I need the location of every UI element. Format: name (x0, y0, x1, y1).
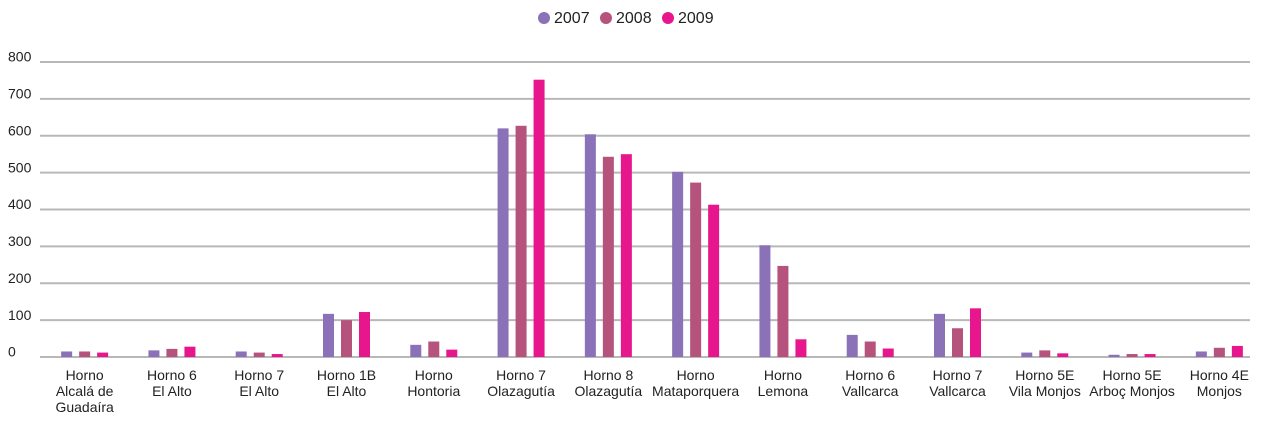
bar (253, 352, 265, 357)
y-tick-label: 0 (8, 344, 16, 360)
x-tick-label: Horno 6 El Alto (147, 367, 197, 399)
legend-marker (538, 12, 550, 24)
x-tick-label: Horno Alcalá de Guadaíra (55, 367, 114, 415)
bar (61, 351, 73, 357)
legend-label: 2007 (554, 10, 590, 27)
x-tick-label: Horno 6 Vallcarca (841, 367, 899, 399)
bar (79, 351, 91, 357)
bar (497, 128, 509, 357)
x-tick-label: Horno Hontoria (407, 367, 461, 399)
bar (602, 156, 614, 357)
bar (446, 349, 458, 357)
bar (1021, 352, 1033, 357)
bar (1144, 354, 1156, 357)
x-tick-label: Horno 4E Monjos (1189, 367, 1249, 399)
y-tick-label: 500 (8, 159, 32, 175)
bar (515, 125, 527, 357)
y-tick-label: 800 (8, 49, 32, 65)
y-tick-label: 700 (8, 86, 32, 102)
bar (166, 348, 178, 357)
bar (341, 320, 352, 357)
x-tick-label: Horno Mataporquera (652, 367, 740, 399)
bar (184, 346, 196, 357)
x-tick-label: Horno 5E Arboç Monjos (1089, 367, 1175, 399)
x-tick-label: Horno 8 Olazagutía (574, 367, 643, 399)
bar (359, 312, 370, 357)
legend-marker (662, 12, 674, 24)
bar (428, 341, 440, 357)
bar (777, 265, 789, 357)
legend-label: 2009 (678, 10, 714, 27)
bar (148, 350, 160, 357)
legend-marker (600, 12, 612, 24)
bar (620, 154, 632, 357)
x-tick-label: Horno 7 El Alto (234, 367, 285, 399)
bar (882, 348, 894, 357)
y-tick-label: 100 (8, 307, 32, 323)
bar (795, 339, 807, 357)
x-tick-label: Horno 5E Vila Monjos (1008, 367, 1081, 399)
x-tick-label: Horno 7 Vallcarca (929, 367, 986, 399)
bar (1213, 347, 1225, 357)
bar (235, 351, 247, 357)
bar (846, 334, 858, 357)
bar (1057, 353, 1069, 357)
bar (952, 328, 963, 357)
bar (1126, 354, 1138, 357)
bar (584, 134, 596, 357)
bar (708, 204, 720, 357)
bar (1195, 351, 1207, 357)
x-tick-label: Horno 1B El Alto (316, 367, 377, 399)
bar (97, 352, 109, 357)
bar (970, 308, 981, 357)
bar (323, 313, 334, 357)
bar (759, 245, 771, 357)
bar (1039, 350, 1051, 357)
y-tick-label: 400 (8, 196, 32, 212)
bar (672, 171, 684, 357)
y-tick-label: 200 (8, 270, 32, 286)
bar (533, 79, 545, 357)
bar (410, 344, 422, 357)
bar (934, 313, 945, 357)
x-tick-label: Horno 7 Olazagutía (487, 367, 555, 399)
bar (864, 341, 876, 357)
bar (1231, 345, 1243, 357)
y-tick-label: 600 (8, 122, 32, 138)
y-tick-label: 300 (8, 233, 32, 249)
bar (1108, 354, 1120, 357)
legend-label: 2008 (616, 10, 652, 27)
bar (271, 354, 283, 357)
x-tick-label: Horno Lemona (757, 367, 809, 399)
bar (690, 182, 702, 357)
